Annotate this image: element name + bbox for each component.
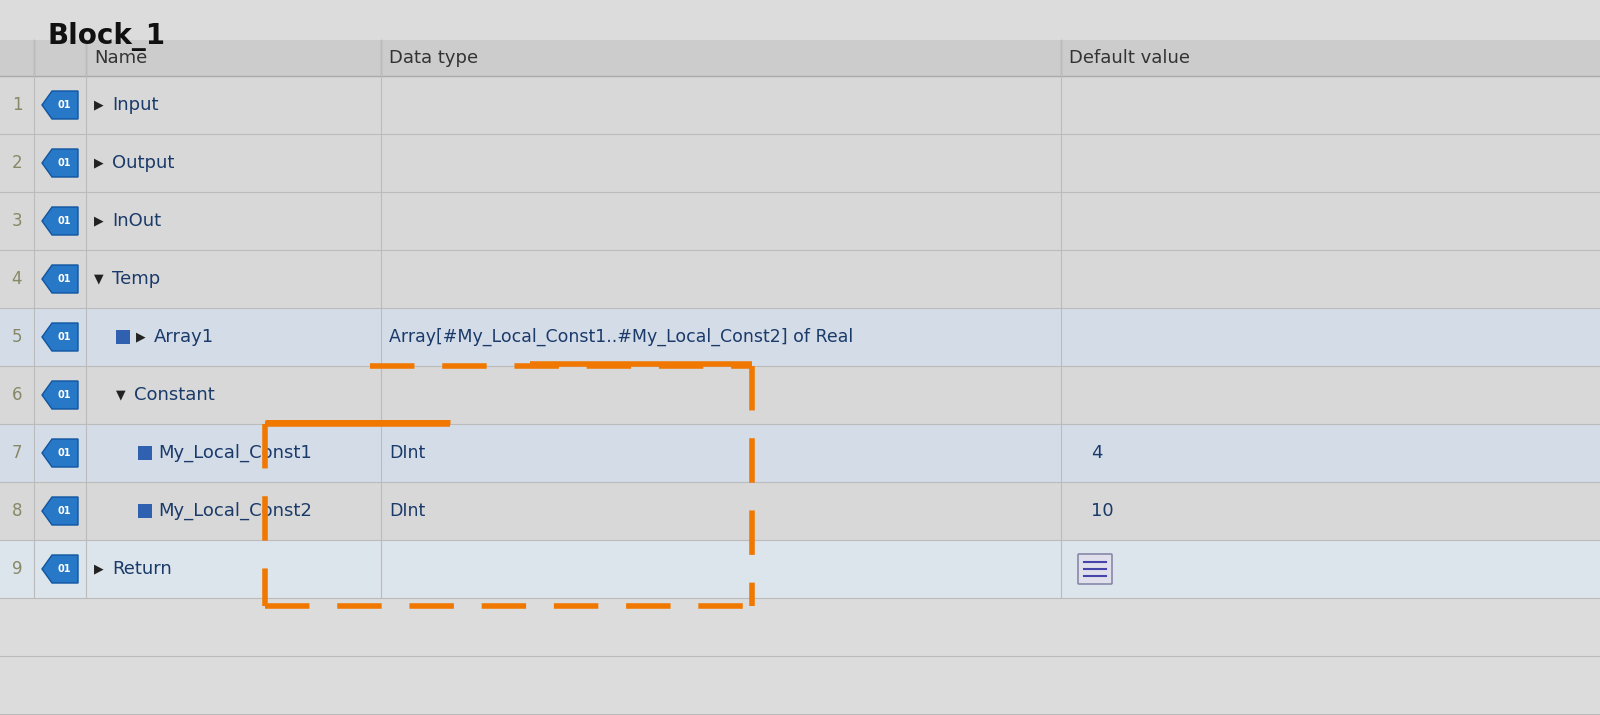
Text: ▶: ▶	[94, 157, 104, 169]
Text: 01: 01	[58, 390, 70, 400]
Text: 01: 01	[58, 564, 70, 574]
Text: Array1: Array1	[154, 328, 214, 346]
Text: 1: 1	[11, 96, 22, 114]
Polygon shape	[42, 91, 78, 119]
Bar	[138, 446, 152, 460]
Polygon shape	[42, 149, 78, 177]
Text: Temp: Temp	[112, 270, 160, 288]
Text: 01: 01	[58, 216, 70, 226]
Text: Name: Name	[94, 49, 147, 67]
Text: 01: 01	[58, 158, 70, 168]
Bar	[0, 482, 1600, 540]
Bar	[0, 76, 1600, 134]
Text: 7: 7	[11, 444, 22, 462]
Text: InOut: InOut	[112, 212, 162, 230]
Polygon shape	[42, 555, 78, 583]
Polygon shape	[42, 323, 78, 351]
Text: 01: 01	[58, 100, 70, 110]
Text: Data type: Data type	[389, 49, 478, 67]
Text: 3: 3	[11, 212, 22, 230]
Text: 01: 01	[58, 448, 70, 458]
Bar	[0, 366, 1600, 424]
Text: ▶: ▶	[94, 563, 104, 576]
Text: ▶: ▶	[94, 99, 104, 112]
Bar	[0, 134, 1600, 192]
Text: 4: 4	[11, 270, 22, 288]
Text: ▼: ▼	[115, 388, 126, 402]
Bar	[0, 250, 1600, 308]
Text: My_Local_Const1: My_Local_Const1	[158, 444, 312, 462]
Bar	[0, 540, 1600, 598]
Text: 4: 4	[1091, 444, 1102, 462]
Text: 8: 8	[11, 502, 22, 520]
Text: 9: 9	[11, 560, 22, 578]
Text: 01: 01	[58, 274, 70, 284]
Bar	[0, 424, 1600, 482]
Bar	[0, 192, 1600, 250]
Bar	[115, 330, 130, 344]
Text: Block_1: Block_1	[48, 22, 166, 51]
Text: Input: Input	[112, 96, 158, 114]
Polygon shape	[42, 381, 78, 409]
Text: My_Local_Const2: My_Local_Const2	[158, 502, 312, 520]
Text: 10: 10	[1091, 502, 1114, 520]
Bar	[138, 504, 152, 518]
Text: Output: Output	[112, 154, 174, 172]
Bar	[0, 598, 1600, 656]
Text: ▼: ▼	[94, 272, 104, 285]
Text: 01: 01	[58, 506, 70, 516]
Text: DInt: DInt	[389, 502, 426, 520]
Text: 5: 5	[11, 328, 22, 346]
Text: 01: 01	[58, 332, 70, 342]
Text: ▶: ▶	[94, 214, 104, 227]
Text: 6: 6	[11, 386, 22, 404]
Text: ▶: ▶	[136, 330, 146, 343]
Text: 2: 2	[11, 154, 22, 172]
Bar	[0, 308, 1600, 366]
Bar	[0, 40, 1600, 76]
Polygon shape	[42, 439, 78, 467]
Text: DInt: DInt	[389, 444, 426, 462]
Text: Array[#My_Local_Const1..#My_Local_Const2] of Real: Array[#My_Local_Const1..#My_Local_Const2…	[389, 328, 853, 346]
Text: Default value: Default value	[1069, 49, 1190, 67]
Polygon shape	[42, 497, 78, 525]
FancyBboxPatch shape	[1078, 554, 1112, 584]
Text: Return: Return	[112, 560, 171, 578]
Polygon shape	[42, 265, 78, 293]
Polygon shape	[42, 207, 78, 235]
Text: Constant: Constant	[134, 386, 214, 404]
Bar	[0, 656, 1600, 714]
